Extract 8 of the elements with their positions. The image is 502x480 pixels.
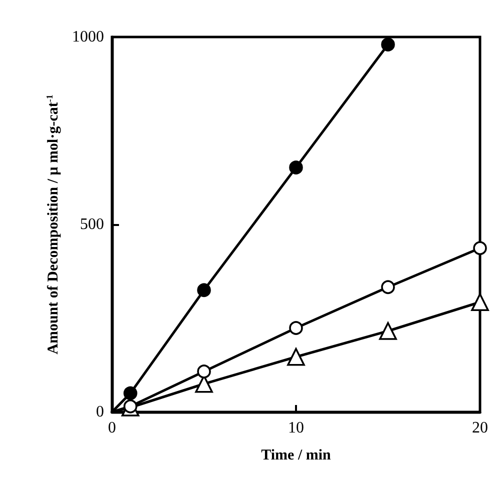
x-tick-label: 0 bbox=[108, 420, 116, 436]
y-tick-label: 500 bbox=[80, 216, 104, 233]
y-tick-label: 0 bbox=[96, 404, 104, 420]
x-tick-label: 10 bbox=[288, 420, 304, 436]
y-tick-label: 1000 bbox=[72, 28, 104, 46]
x-axis-title: Time / min bbox=[261, 448, 332, 464]
y-axis-title: Amount of Decomposition / μ mol·g-cat-1 bbox=[44, 94, 62, 354]
x-tick-label: 20 bbox=[472, 420, 488, 436]
